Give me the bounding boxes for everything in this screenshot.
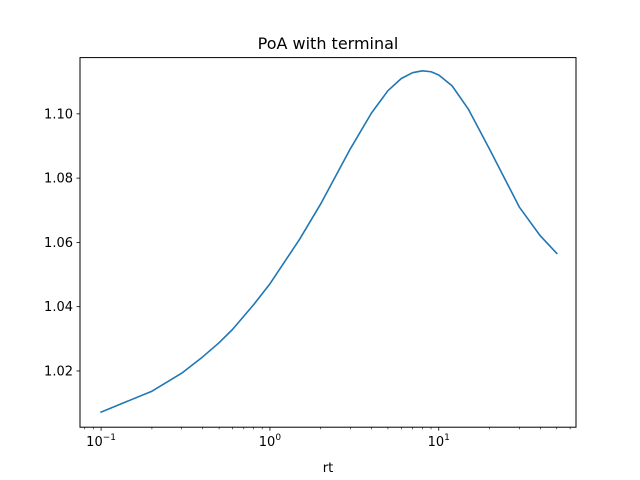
chart-title: PoA with terminal [258,34,399,53]
x-tick-label: 100 [259,433,282,450]
y-tick-label: 1.10 [44,107,73,122]
ticks: 10−1 100 101 1.02 1.04 1.06 1.08 1.10 [44,107,571,450]
x-tick-label: 10−1 [86,433,116,450]
y-tick-label: 1.04 [44,300,73,315]
x-tick-label: 101 [428,433,450,450]
plot-frame [79,57,577,428]
y-tick-label: 1.02 [44,364,73,379]
series-line [100,69,558,414]
y-tick-label: 1.06 [44,236,73,251]
plot-content [100,69,558,414]
y-tick-label: 1.08 [44,172,73,187]
x-axis-label: rt [323,461,333,476]
